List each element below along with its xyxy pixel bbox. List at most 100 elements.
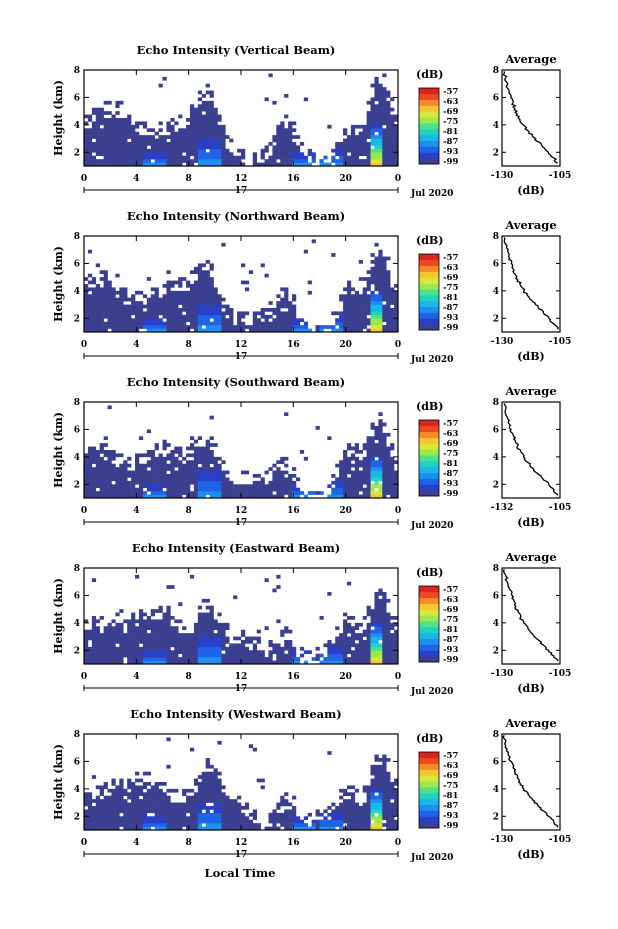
heatmap-cell xyxy=(154,467,159,471)
heatmap-cell xyxy=(178,640,183,644)
heatmap-cell xyxy=(331,155,336,160)
heatmap-cell xyxy=(209,128,214,133)
heatmap-cell xyxy=(95,124,100,129)
colorbar-tick-label: -69 xyxy=(443,107,458,117)
heatmap-cell xyxy=(150,294,155,299)
heatmap-cell xyxy=(146,128,152,133)
heatmap-cell xyxy=(197,311,203,316)
x-tick-label: 0 xyxy=(395,174,401,184)
heatmap-cell xyxy=(205,325,210,329)
heatmap-cell xyxy=(131,480,136,485)
heatmap-cell xyxy=(123,646,128,651)
heatmap-cell xyxy=(260,660,265,665)
heatmap-cell xyxy=(111,636,116,641)
heatmap-cell xyxy=(189,788,195,793)
heatmap-cell xyxy=(319,325,324,329)
heatmap-cell xyxy=(386,118,391,122)
heatmap-cell xyxy=(229,321,234,326)
colorbar-swatch xyxy=(419,294,439,302)
heatmap-cell xyxy=(339,145,344,150)
heatmap-cell xyxy=(358,304,363,309)
heatmap-cell xyxy=(370,823,375,827)
heatmap-cell xyxy=(346,819,352,824)
heatmap-cell xyxy=(272,826,277,831)
heatmap-cell xyxy=(138,321,144,326)
heatmap-cell xyxy=(292,819,297,824)
heatmap-cell xyxy=(327,660,332,665)
heatmap-cell xyxy=(182,633,187,637)
heatmap-cell xyxy=(366,487,371,492)
heatmap-cell xyxy=(201,640,206,644)
x-tick-label: 16 xyxy=(287,672,300,682)
heatmap-cell xyxy=(135,480,140,485)
heatmap-cell xyxy=(350,616,356,620)
heatmap-cell xyxy=(146,318,152,323)
heatmap-cell xyxy=(382,792,387,797)
heatmap-cell xyxy=(280,487,285,492)
heatmap-cell xyxy=(237,162,242,167)
heatmap-cell xyxy=(350,297,356,302)
heatmap-cell xyxy=(280,128,285,133)
y-axis-label: Height (km) xyxy=(52,578,65,654)
heatmap-cell xyxy=(197,484,203,489)
heatmap-cell xyxy=(256,311,261,316)
heatmap-cell xyxy=(339,314,344,319)
heatmap-cell xyxy=(170,809,175,814)
heatmap-cell xyxy=(197,131,203,136)
heatmap-cell xyxy=(315,819,320,824)
heatmap-cell xyxy=(260,155,265,160)
heatmap-cell xyxy=(87,653,93,658)
heatmap-cell xyxy=(103,629,108,634)
heatmap-cell xyxy=(217,314,222,319)
heatmap-cell xyxy=(350,816,356,821)
heatmap-cell xyxy=(123,311,128,316)
heatmap-cell xyxy=(288,128,293,133)
y-tick-label: 8 xyxy=(74,232,80,242)
heatmap-cell xyxy=(390,142,395,146)
heatmap-cell xyxy=(217,145,222,150)
heatmap-cell xyxy=(189,111,195,115)
heatmap-cell xyxy=(390,135,395,139)
heatmap-cell xyxy=(99,118,104,122)
heatmap-cell xyxy=(170,453,175,458)
heatmap-cell xyxy=(127,795,132,800)
heatmap-cell xyxy=(252,816,257,821)
heatmap-cell xyxy=(182,128,187,133)
heatmap-cell xyxy=(225,152,230,157)
heatmap-cell xyxy=(178,135,183,139)
heatmap-cell xyxy=(174,626,179,631)
heatmap-cell xyxy=(370,450,375,454)
heatmap-cell xyxy=(107,155,112,160)
heatmap-cell xyxy=(178,460,183,465)
heatmap-cell xyxy=(284,314,289,319)
heatmap-cell xyxy=(276,653,281,658)
heatmap-cell xyxy=(221,304,226,309)
heatmap-cell xyxy=(315,823,320,827)
heatmap-cell xyxy=(178,636,183,641)
heatmap-cell xyxy=(201,806,206,810)
heatmap-cell xyxy=(111,456,116,461)
heatmap-cell xyxy=(378,646,383,651)
heatmap-cell xyxy=(252,487,257,492)
heatmap-cell xyxy=(95,636,100,641)
heatmap-cell xyxy=(127,162,132,167)
heatmap-cell xyxy=(315,653,320,658)
heatmap-cell xyxy=(221,626,226,631)
heatmap-cell xyxy=(237,802,242,807)
heatmap-cell xyxy=(115,622,120,627)
heatmap-cell xyxy=(99,643,104,648)
heatmap-cell xyxy=(162,612,167,617)
heatmap-cell xyxy=(272,152,277,157)
heatmap-cell xyxy=(201,155,206,160)
heatmap-cell xyxy=(233,636,238,641)
heatmap-cell xyxy=(358,142,363,146)
heatmap-cell xyxy=(107,138,112,143)
colorbar-swatch xyxy=(419,621,439,628)
heatmap-cell xyxy=(366,799,371,803)
heatmap-cell xyxy=(394,325,399,329)
heatmap-cell xyxy=(201,467,206,471)
colorbar-swatch xyxy=(419,626,439,634)
heatmap-cell xyxy=(162,484,167,489)
heatmap-cell xyxy=(209,266,214,271)
heatmap-cell xyxy=(142,795,148,800)
